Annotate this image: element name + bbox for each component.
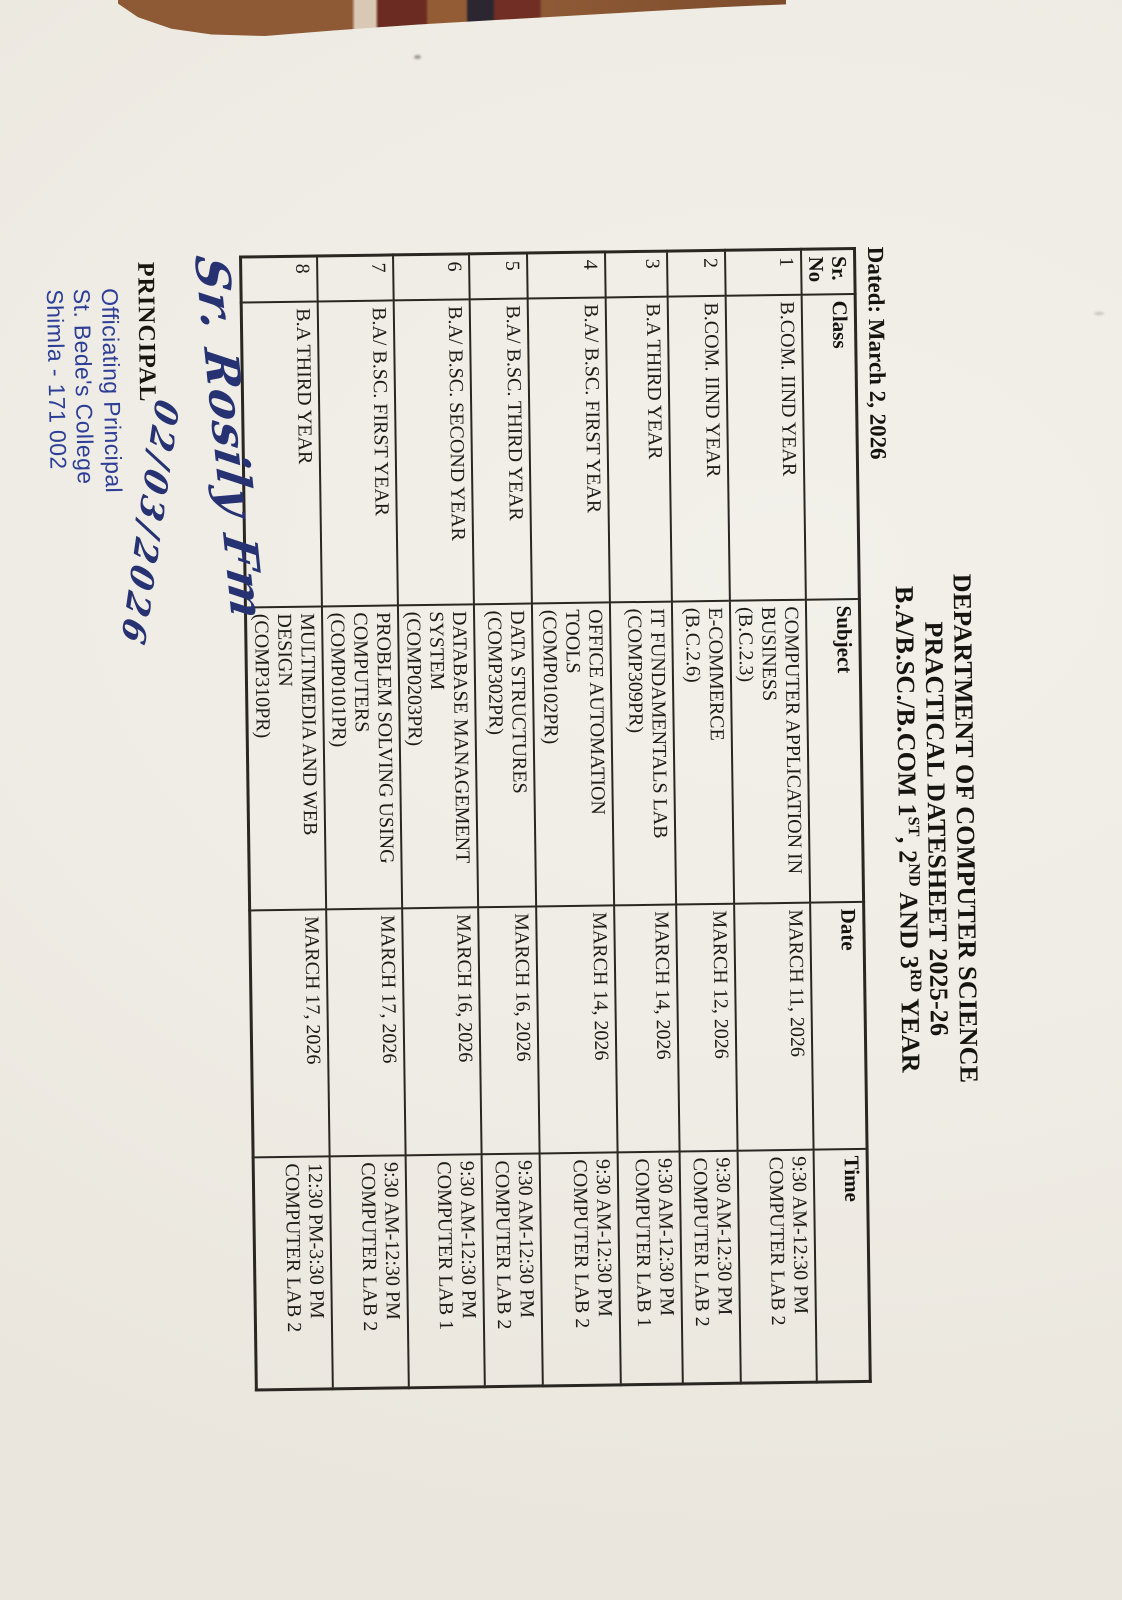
stamp-line-3: Shimla - 171 002 [41, 289, 72, 470]
header-sr-no: Sr. No [800, 248, 856, 295]
scan-speck [414, 55, 421, 59]
cell-date: MARCH 17, 2026 [249, 908, 330, 1157]
header-time: Time [813, 1148, 871, 1383]
college-stamp: Officiating Principal St. Bede's College… [40, 288, 127, 495]
table-row: 4 B.A/ B.SC. FIRST YEAR OFFICE AUTOMATION T… [527, 251, 621, 1386]
cell-date: MARCH 16, 2026 [478, 905, 540, 1154]
cell-class: B.A/ B.SC. THIRD YEAR [469, 298, 532, 604]
cell-time: 12:30 PM-3:30 PM COMPUTER LAB 2 [253, 1155, 333, 1390]
document-title-block: DEPARTMENT OF COMPUTER SCIENCE PRACTICAL… [886, 328, 987, 1329]
stamp-line-2: St. Bede's College [69, 288, 100, 485]
cell-subject: OFFICE AUTOMATION TOOLS (COMP0102PR) [531, 601, 615, 906]
cell-time: 9:30 AM-12:30 PM COMPUTER LAB 1 [405, 1153, 485, 1388]
cell-sr-no: 4 [527, 251, 606, 299]
principal-label: PRINCIPAL [132, 261, 161, 403]
cell-subject: E-COMMERCE (B.C.2.6) [671, 600, 735, 905]
cell-class: B.A THIRD YEAR [605, 296, 672, 602]
table-row: 6 B.A/ B.SC. SECOND YEAR DATABASE MANAGEME… [393, 253, 485, 1388]
cell-date: MARCH 12, 2026 [676, 903, 738, 1151]
cell-sr-no: 1 [724, 249, 802, 296]
cell-date: MARCH 14, 2026 [614, 904, 680, 1152]
cell-sr-no: 8 [240, 255, 318, 303]
cell-sr-no: 5 [469, 253, 528, 299]
cell-class: B.A/ B.SC. SECOND YEAR [393, 298, 474, 605]
cell-class: B.A/ B.SC. FIRST YEAR [527, 296, 610, 604]
cell-subject: PROBLEM SOLVING USING COMPUTERS (COMP0101P… [321, 604, 403, 909]
dated-line: Dated: March 2, 2026 [862, 246, 891, 460]
cell-date: MARCH 16, 2026 [402, 906, 482, 1155]
cell-time: 9:30 AM-12:30 PM COMPUTER LAB 2 [481, 1152, 543, 1387]
cell-subject: DATA STRUCTURES (COMP302PR) [473, 603, 537, 907]
cell-time: 9:30 AM-12:30 PM COMPUTER LAB 2 [539, 1151, 621, 1386]
cell-subject: IT FUNDAMENTALS LAB (COMP309PR) [609, 601, 677, 905]
table-row: 1 B.COM. IIND YEAR COMPUTER APPLICATION IN… [724, 249, 817, 1384]
cell-date: MARCH 11, 2026 [734, 902, 814, 1151]
cell-class: B.COM. IIND YEAR [725, 294, 806, 601]
cell-time: 9:30 AM-12:30 PM COMPUTER LAB 2 [329, 1154, 409, 1389]
header-class: Class [801, 293, 860, 600]
datesheet-table: Sr. No Class Subject Date Time 1 B.COM. II… [239, 246, 872, 1392]
scan-speck [1094, 312, 1104, 315]
cell-sr-no: 3 [605, 251, 668, 297]
cell-time: 9:30 AM-12:30 PM COMPUTER LAB 2 [679, 1150, 741, 1384]
cell-subject: COMPUTER APPLICATION IN BUSINESS (B.C.2.3) [729, 599, 811, 904]
cell-date: MARCH 17, 2026 [326, 907, 406, 1156]
cell-date: MARCH 14, 2026 [536, 904, 618, 1153]
cell-time: 9:30 AM-12:30 PM COMPUTER LAB 2 [737, 1149, 817, 1384]
cell-time: 9:30 AM-12:30 PM COMPUTER LAB 1 [617, 1150, 683, 1385]
cell-subject: MULTIMEDIA AND WEB DESIGN (COMP310PR) [245, 605, 327, 910]
stamp-line-1: Officiating Principal [96, 287, 128, 494]
cell-class: B.COM. IIND YEAR [667, 295, 730, 602]
cell-sr-no: 6 [393, 253, 470, 300]
cell-subject: DATABASE MANAGEMENT SYSTEM (COMP0203PR) [397, 603, 479, 908]
cell-class: B.A/ B.SC. FIRST YEAR [317, 299, 398, 606]
cell-sr-no: 7 [317, 254, 394, 301]
header-date: Date [810, 901, 868, 1150]
cell-sr-no: 2 [666, 250, 726, 297]
table-row: 7 B.A/ B.SC. FIRST YEAR PROBLEM SOLVING US… [317, 254, 409, 1389]
header-subject: Subject [805, 598, 864, 903]
